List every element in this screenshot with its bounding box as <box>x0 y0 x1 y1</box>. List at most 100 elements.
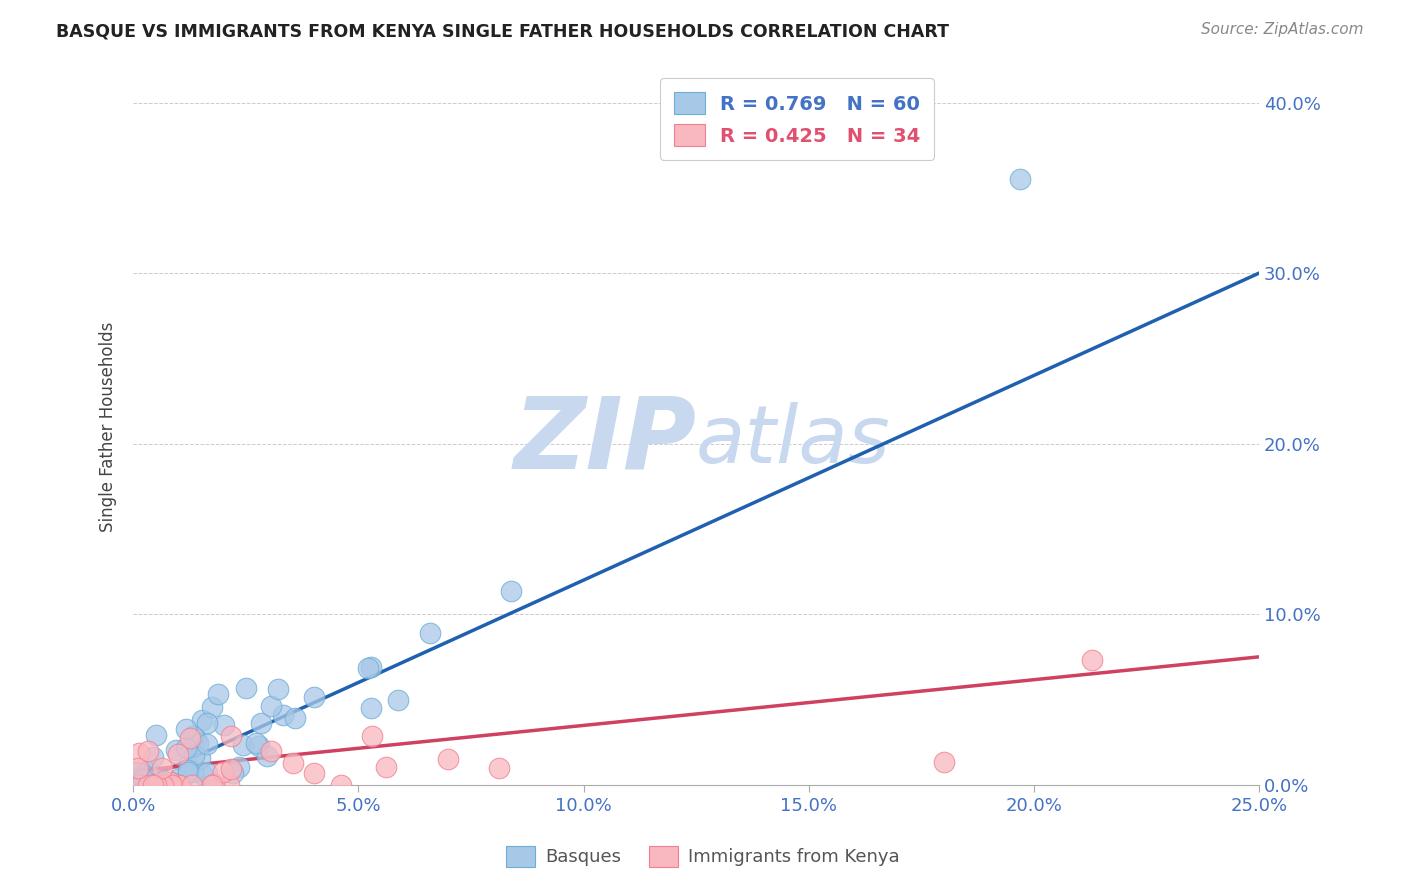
Point <box>187 736 209 750</box>
Point <box>184 732 207 747</box>
Point <box>167 747 190 761</box>
Point <box>167 778 190 792</box>
Point <box>174 723 197 737</box>
Point <box>136 744 159 758</box>
Point <box>191 767 214 781</box>
Point <box>195 737 218 751</box>
Point <box>219 762 242 776</box>
Point <box>176 763 198 777</box>
Point <box>212 764 235 779</box>
Point <box>245 736 267 750</box>
Point <box>181 729 204 743</box>
Point <box>167 772 190 787</box>
Point <box>360 729 382 743</box>
Point <box>152 778 174 792</box>
Point <box>212 718 235 732</box>
Point <box>127 765 149 780</box>
Point <box>932 755 955 769</box>
Point <box>488 761 510 775</box>
Point <box>195 765 218 780</box>
Point <box>235 681 257 695</box>
Point <box>222 765 245 780</box>
Point <box>191 713 214 727</box>
Point <box>419 625 441 640</box>
Point <box>267 681 290 696</box>
Legend: R = 0.769   N = 60, R = 0.425   N = 34: R = 0.769 N = 60, R = 0.425 N = 34 <box>659 78 934 160</box>
Point <box>232 738 254 752</box>
Point <box>387 693 409 707</box>
Point <box>179 731 201 745</box>
Point <box>159 775 181 789</box>
Point <box>437 752 460 766</box>
Point <box>177 765 200 780</box>
Point <box>163 778 186 792</box>
Point <box>136 778 159 792</box>
Legend: Basques, Immigrants from Kenya: Basques, Immigrants from Kenya <box>499 838 907 874</box>
Point <box>129 776 152 790</box>
Point <box>181 764 204 779</box>
Point <box>136 764 159 779</box>
Text: BASQUE VS IMMIGRANTS FROM KENYA SINGLE FATHER HOUSEHOLDS CORRELATION CHART: BASQUE VS IMMIGRANTS FROM KENYA SINGLE F… <box>56 22 949 40</box>
Point <box>142 749 165 764</box>
Point <box>375 760 398 774</box>
Point <box>148 778 170 792</box>
Point <box>281 756 304 770</box>
Point <box>360 701 382 715</box>
Point <box>249 716 271 731</box>
Point <box>198 778 221 792</box>
Point <box>188 750 211 764</box>
Point <box>129 778 152 792</box>
Point <box>302 690 325 705</box>
Text: Source: ZipAtlas.com: Source: ZipAtlas.com <box>1201 22 1364 37</box>
Point <box>228 760 250 774</box>
Point <box>207 687 229 701</box>
Point <box>148 778 170 792</box>
Point <box>128 746 150 760</box>
Point <box>127 761 149 775</box>
Point <box>1081 653 1104 667</box>
Point <box>170 778 193 792</box>
Point <box>155 778 177 792</box>
Point <box>160 778 183 792</box>
Point <box>183 748 205 763</box>
Point <box>501 584 523 599</box>
Point <box>146 778 169 792</box>
Point <box>360 660 382 674</box>
Point <box>201 778 224 792</box>
Point <box>218 778 240 792</box>
Point <box>166 743 188 757</box>
Point <box>284 711 307 725</box>
Point <box>202 777 225 791</box>
Point <box>156 778 179 792</box>
Point <box>169 778 191 792</box>
Y-axis label: Single Father Households: Single Father Households <box>100 321 117 532</box>
Point <box>271 707 294 722</box>
Point <box>132 772 155 787</box>
Point <box>357 661 380 675</box>
Point <box>153 774 176 789</box>
Point <box>129 770 152 784</box>
Point <box>260 744 283 758</box>
Point <box>219 729 242 743</box>
Point <box>142 778 165 792</box>
Point <box>260 698 283 713</box>
Point <box>181 778 204 792</box>
Text: ZIP: ZIP <box>513 392 696 490</box>
Point <box>256 749 278 764</box>
Point <box>167 778 190 792</box>
Text: atlas: atlas <box>696 402 891 480</box>
Point <box>302 765 325 780</box>
Point <box>179 761 201 775</box>
Point <box>150 761 173 775</box>
Point <box>159 774 181 789</box>
Point <box>169 777 191 791</box>
Point <box>145 728 167 742</box>
Point <box>127 778 149 792</box>
Point <box>195 716 218 731</box>
Point <box>1010 172 1032 186</box>
Point <box>247 739 270 753</box>
Point <box>176 740 198 755</box>
Point <box>145 778 167 792</box>
Point <box>129 777 152 791</box>
Point <box>201 700 224 714</box>
